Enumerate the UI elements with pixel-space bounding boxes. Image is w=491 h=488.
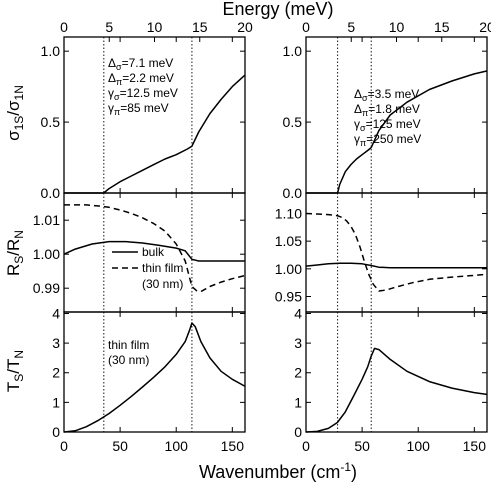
param-annotation-left: γσ=12.5 meV: [108, 86, 178, 102]
bottom-tick-label: 150: [221, 438, 245, 454]
top-tick-label: 5: [347, 19, 355, 35]
bottom-tick-label: 50: [354, 438, 370, 454]
y-tick-label: 1: [294, 394, 302, 410]
y-tick-label: 2: [294, 365, 302, 381]
series-line-thin-film: [63, 322, 246, 433]
bottom-tick-label: 150: [463, 438, 487, 454]
y-tick-label: 0: [52, 424, 60, 440]
panel-2-left: 0 1 2 3 4: [52, 305, 246, 440]
top-tick-label: 10: [147, 19, 163, 35]
y-tick-label: 1.00: [33, 246, 60, 262]
y-tick-label: 1: [52, 394, 60, 410]
y-tick-label: 0: [294, 424, 302, 440]
top-tick-label: 10: [389, 19, 405, 35]
top-tick-label: 5: [105, 19, 113, 35]
param-annotation-left: γπ=85 meV: [108, 101, 169, 117]
legend-label-thin-film: thin film: [142, 261, 183, 275]
bottom-tick-label: 100: [165, 438, 189, 454]
series-line-bulk: [305, 262, 487, 269]
panel-2-right: 0 1 2 3 4: [294, 305, 488, 440]
bottom-tick-label: 50: [112, 438, 128, 454]
top-tick-label: 20: [479, 19, 491, 35]
top-tick-label: 0: [60, 19, 68, 35]
y-label-transmission: TS/TN: [4, 350, 26, 392]
series-line-bulk: [63, 240, 245, 262]
series-line-curve: [306, 70, 487, 194]
y-tick-label: 0.99: [33, 280, 60, 296]
y-tick-label: 0.5: [283, 114, 303, 130]
y-tick-label: 0.5: [41, 114, 61, 130]
y-label-reflectance: RS/RN: [4, 230, 26, 276]
top-tick-label: 20: [237, 19, 253, 35]
y-tick-label: 1.05: [275, 233, 302, 249]
y-tick-label: 1.0: [41, 43, 61, 59]
series-line-thin-film: [64, 204, 245, 293]
top-tick-label: 0: [302, 19, 310, 35]
transmission-annotation: (30 nm): [108, 353, 149, 367]
bottom-tick-label: 0: [302, 438, 310, 454]
y-tick-label: 1.0: [283, 43, 303, 59]
legend-label-bulk: bulk: [142, 245, 165, 259]
y-tick-label: 0.0: [41, 185, 61, 201]
y-tick-label: 1.01: [33, 212, 60, 228]
top-tick-label: 15: [434, 19, 450, 35]
y-tick-label: 1.10: [275, 205, 302, 221]
series-line-curve: [64, 74, 246, 194]
series-line-thin-film: [305, 347, 487, 433]
param-annotation-right: γπ=250 meV: [354, 132, 421, 148]
transmission-annotation: thin film: [108, 338, 149, 352]
param-annotation-left: Δσ=7.1 meV: [108, 56, 173, 72]
y-label-conductivity: σ1S/σ1N: [4, 85, 26, 141]
y-tick-label: 4: [52, 305, 60, 321]
series-line-thin-film: [305, 212, 487, 292]
bottom-axis-label: Wavenumber (cm-1): [199, 460, 357, 482]
y-tick-label: 3: [52, 335, 60, 351]
panel-1-right: 0.95 1.00 1.05 1.10: [275, 192, 488, 313]
y-tick-label: 4: [294, 305, 302, 321]
y-tick-label: 2: [52, 365, 60, 381]
panel-1-left: 0.99 1.00 1.01: [33, 192, 246, 313]
y-tick-label: 0.95: [275, 289, 302, 305]
bottom-tick-label: 100: [407, 438, 431, 454]
panel-frame: [305, 311, 488, 433]
param-annotation-right: γσ=125 meV: [354, 117, 421, 133]
param-annotation-right: Δπ=1.8 meV: [354, 102, 420, 118]
legend-label-thickness: (30 nm): [142, 277, 183, 291]
y-tick-label: 1.00: [275, 261, 302, 277]
top-axis-label: Energy (meV): [222, 0, 333, 19]
y-tick-label: 0.0: [283, 185, 303, 201]
panel-frame: [305, 192, 488, 313]
y-tick-label: 3: [294, 335, 302, 351]
param-annotation-left: Δπ=2.2 meV: [108, 71, 174, 87]
panel-frame: [63, 311, 246, 433]
param-annotation-right: Δσ=3.5 meV: [354, 87, 419, 103]
bottom-tick-label: 0: [60, 438, 68, 454]
top-tick-label: 15: [192, 19, 208, 35]
